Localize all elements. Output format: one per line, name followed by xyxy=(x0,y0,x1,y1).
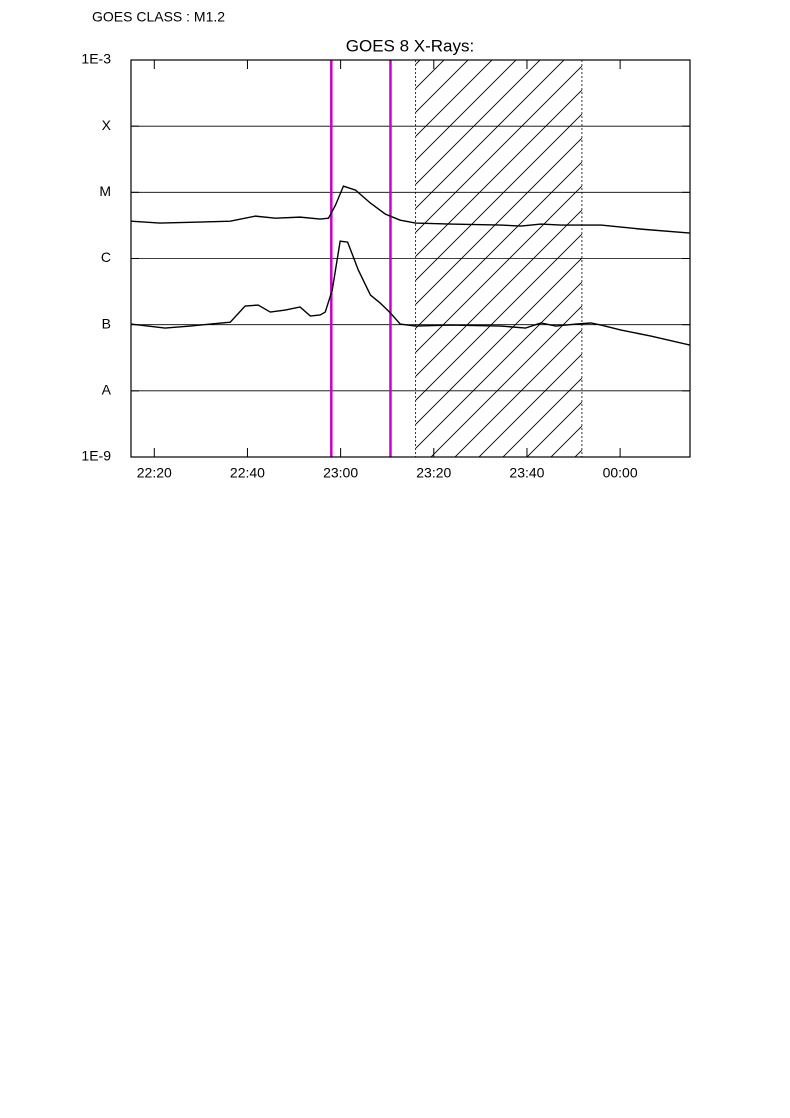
x-tick-label: 23:40 xyxy=(509,465,544,481)
y-tick-label: 1E-3 xyxy=(81,51,111,67)
y-tick-label: X xyxy=(102,117,112,133)
y-tick-label: B xyxy=(102,315,111,331)
x-tick-label: 23:20 xyxy=(416,465,451,481)
x-tick-label: 23:00 xyxy=(323,465,358,481)
x-tick-label: 22:40 xyxy=(230,465,265,481)
x-tick-label: 22:20 xyxy=(137,465,172,481)
flux-line xyxy=(131,240,690,346)
y-tick-label: A xyxy=(102,382,112,398)
plot-frame xyxy=(130,59,691,458)
y-tick-label: M xyxy=(99,183,111,199)
y-tick-label: C xyxy=(101,249,111,265)
goes-class: GOES CLASS : M1.2 xyxy=(92,9,225,25)
x-tick-label: 00:00 xyxy=(603,465,638,481)
y-tick-label: 1E-9 xyxy=(81,448,111,464)
flux-line xyxy=(131,185,690,234)
chart-title: GOES 8 X-Rays: xyxy=(346,36,474,55)
